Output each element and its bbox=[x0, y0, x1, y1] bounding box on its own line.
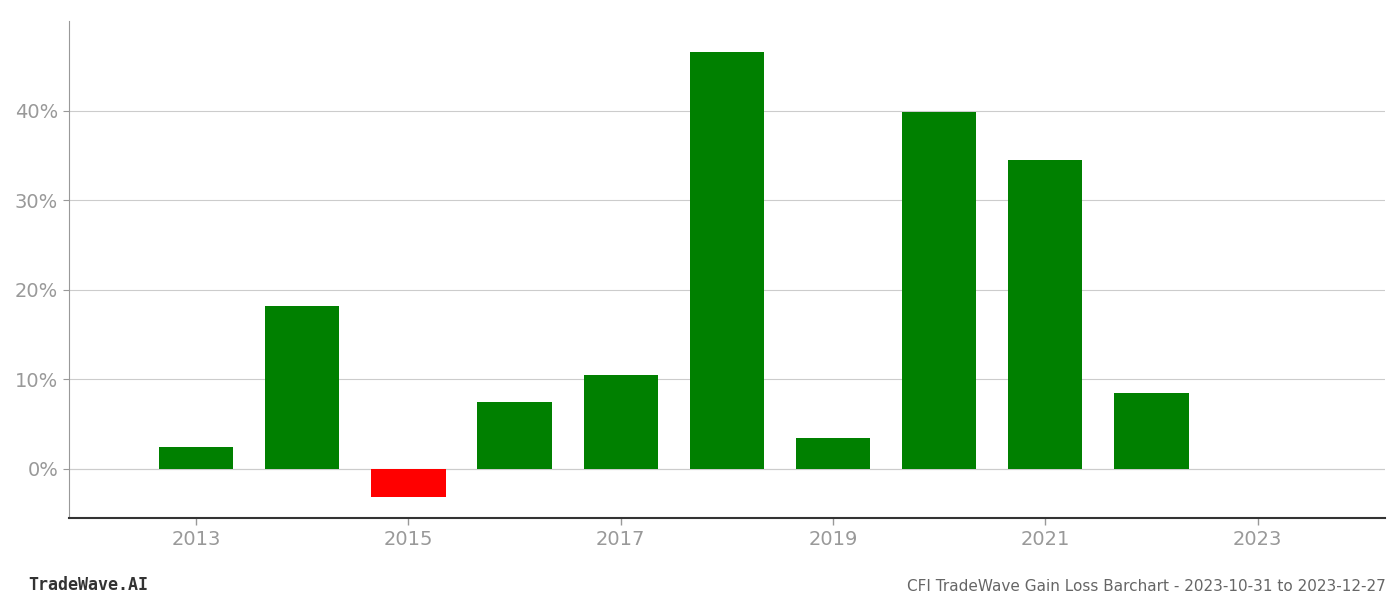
Bar bbox=[477, 402, 552, 469]
Bar bbox=[1008, 160, 1082, 469]
Bar bbox=[1114, 393, 1189, 469]
Bar bbox=[584, 375, 658, 469]
Bar bbox=[690, 52, 764, 469]
Bar bbox=[158, 446, 234, 469]
Bar bbox=[265, 306, 339, 469]
Bar bbox=[795, 437, 871, 469]
Text: TradeWave.AI: TradeWave.AI bbox=[28, 576, 148, 594]
Text: CFI TradeWave Gain Loss Barchart - 2023-10-31 to 2023-12-27: CFI TradeWave Gain Loss Barchart - 2023-… bbox=[907, 579, 1386, 594]
Bar bbox=[371, 469, 445, 497]
Bar bbox=[902, 112, 976, 469]
